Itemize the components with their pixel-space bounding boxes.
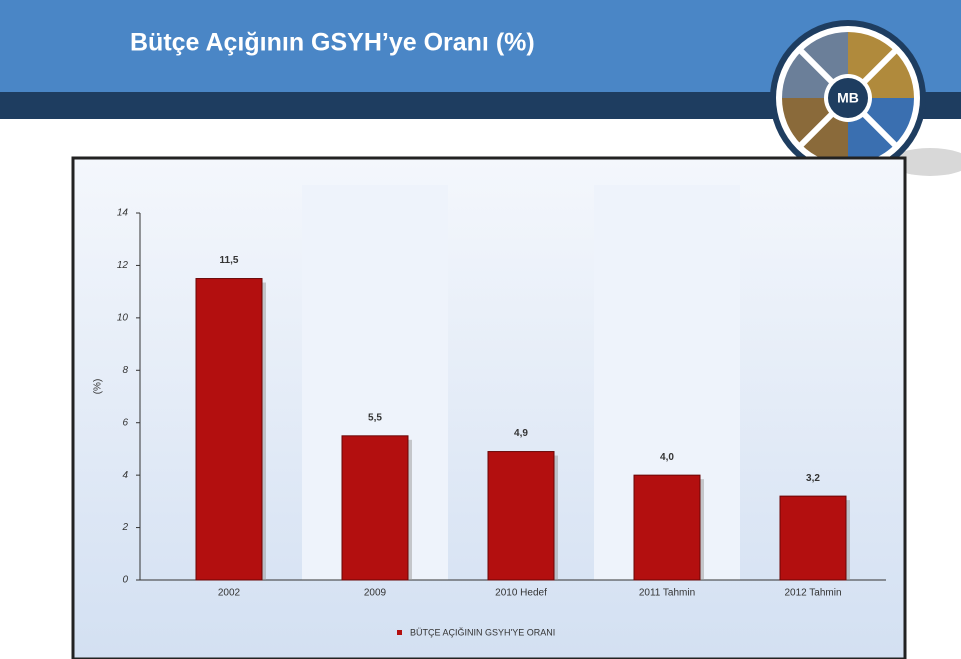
legend-label: BÜTÇE AÇIĞININ GSYH'YE ORANI <box>410 627 555 637</box>
value-label: 4,0 <box>660 452 674 463</box>
value-label: 11,5 <box>220 255 239 266</box>
y-tick-label: 0 <box>122 575 128 586</box>
y-tick-label: 14 <box>117 208 129 219</box>
bar <box>195 278 263 581</box>
x-tick-label: 2002 <box>218 588 241 599</box>
x-tick-label: 2012 Tahmin <box>784 588 841 599</box>
value-label: 5,5 <box>368 412 382 423</box>
y-tick-label: 12 <box>117 260 129 271</box>
y-tick-label: 6 <box>122 417 128 428</box>
logo-text: MB <box>837 90 859 106</box>
y-tick-label: 4 <box>122 470 128 481</box>
x-tick-label: 2009 <box>364 588 387 599</box>
value-label: 3,2 <box>806 473 820 484</box>
value-label: 4,9 <box>514 428 528 439</box>
x-tick-label: 2011 Tahmin <box>639 588 695 599</box>
y-tick-label: 2 <box>121 522 128 533</box>
y-tick-label: 8 <box>122 365 128 376</box>
slide-title: Bütçe Açığının GSYH’ye Oranı (%) <box>130 29 535 57</box>
y-tick-label: 10 <box>117 312 129 323</box>
logo: MB <box>770 20 961 176</box>
y-axis-label: (%) <box>93 379 104 395</box>
bar <box>341 435 409 581</box>
bar <box>779 495 847 581</box>
x-tick-label: 2010 Hedef <box>495 588 547 599</box>
bar <box>633 474 701 581</box>
legend-swatch <box>397 630 402 635</box>
bar <box>487 451 555 581</box>
